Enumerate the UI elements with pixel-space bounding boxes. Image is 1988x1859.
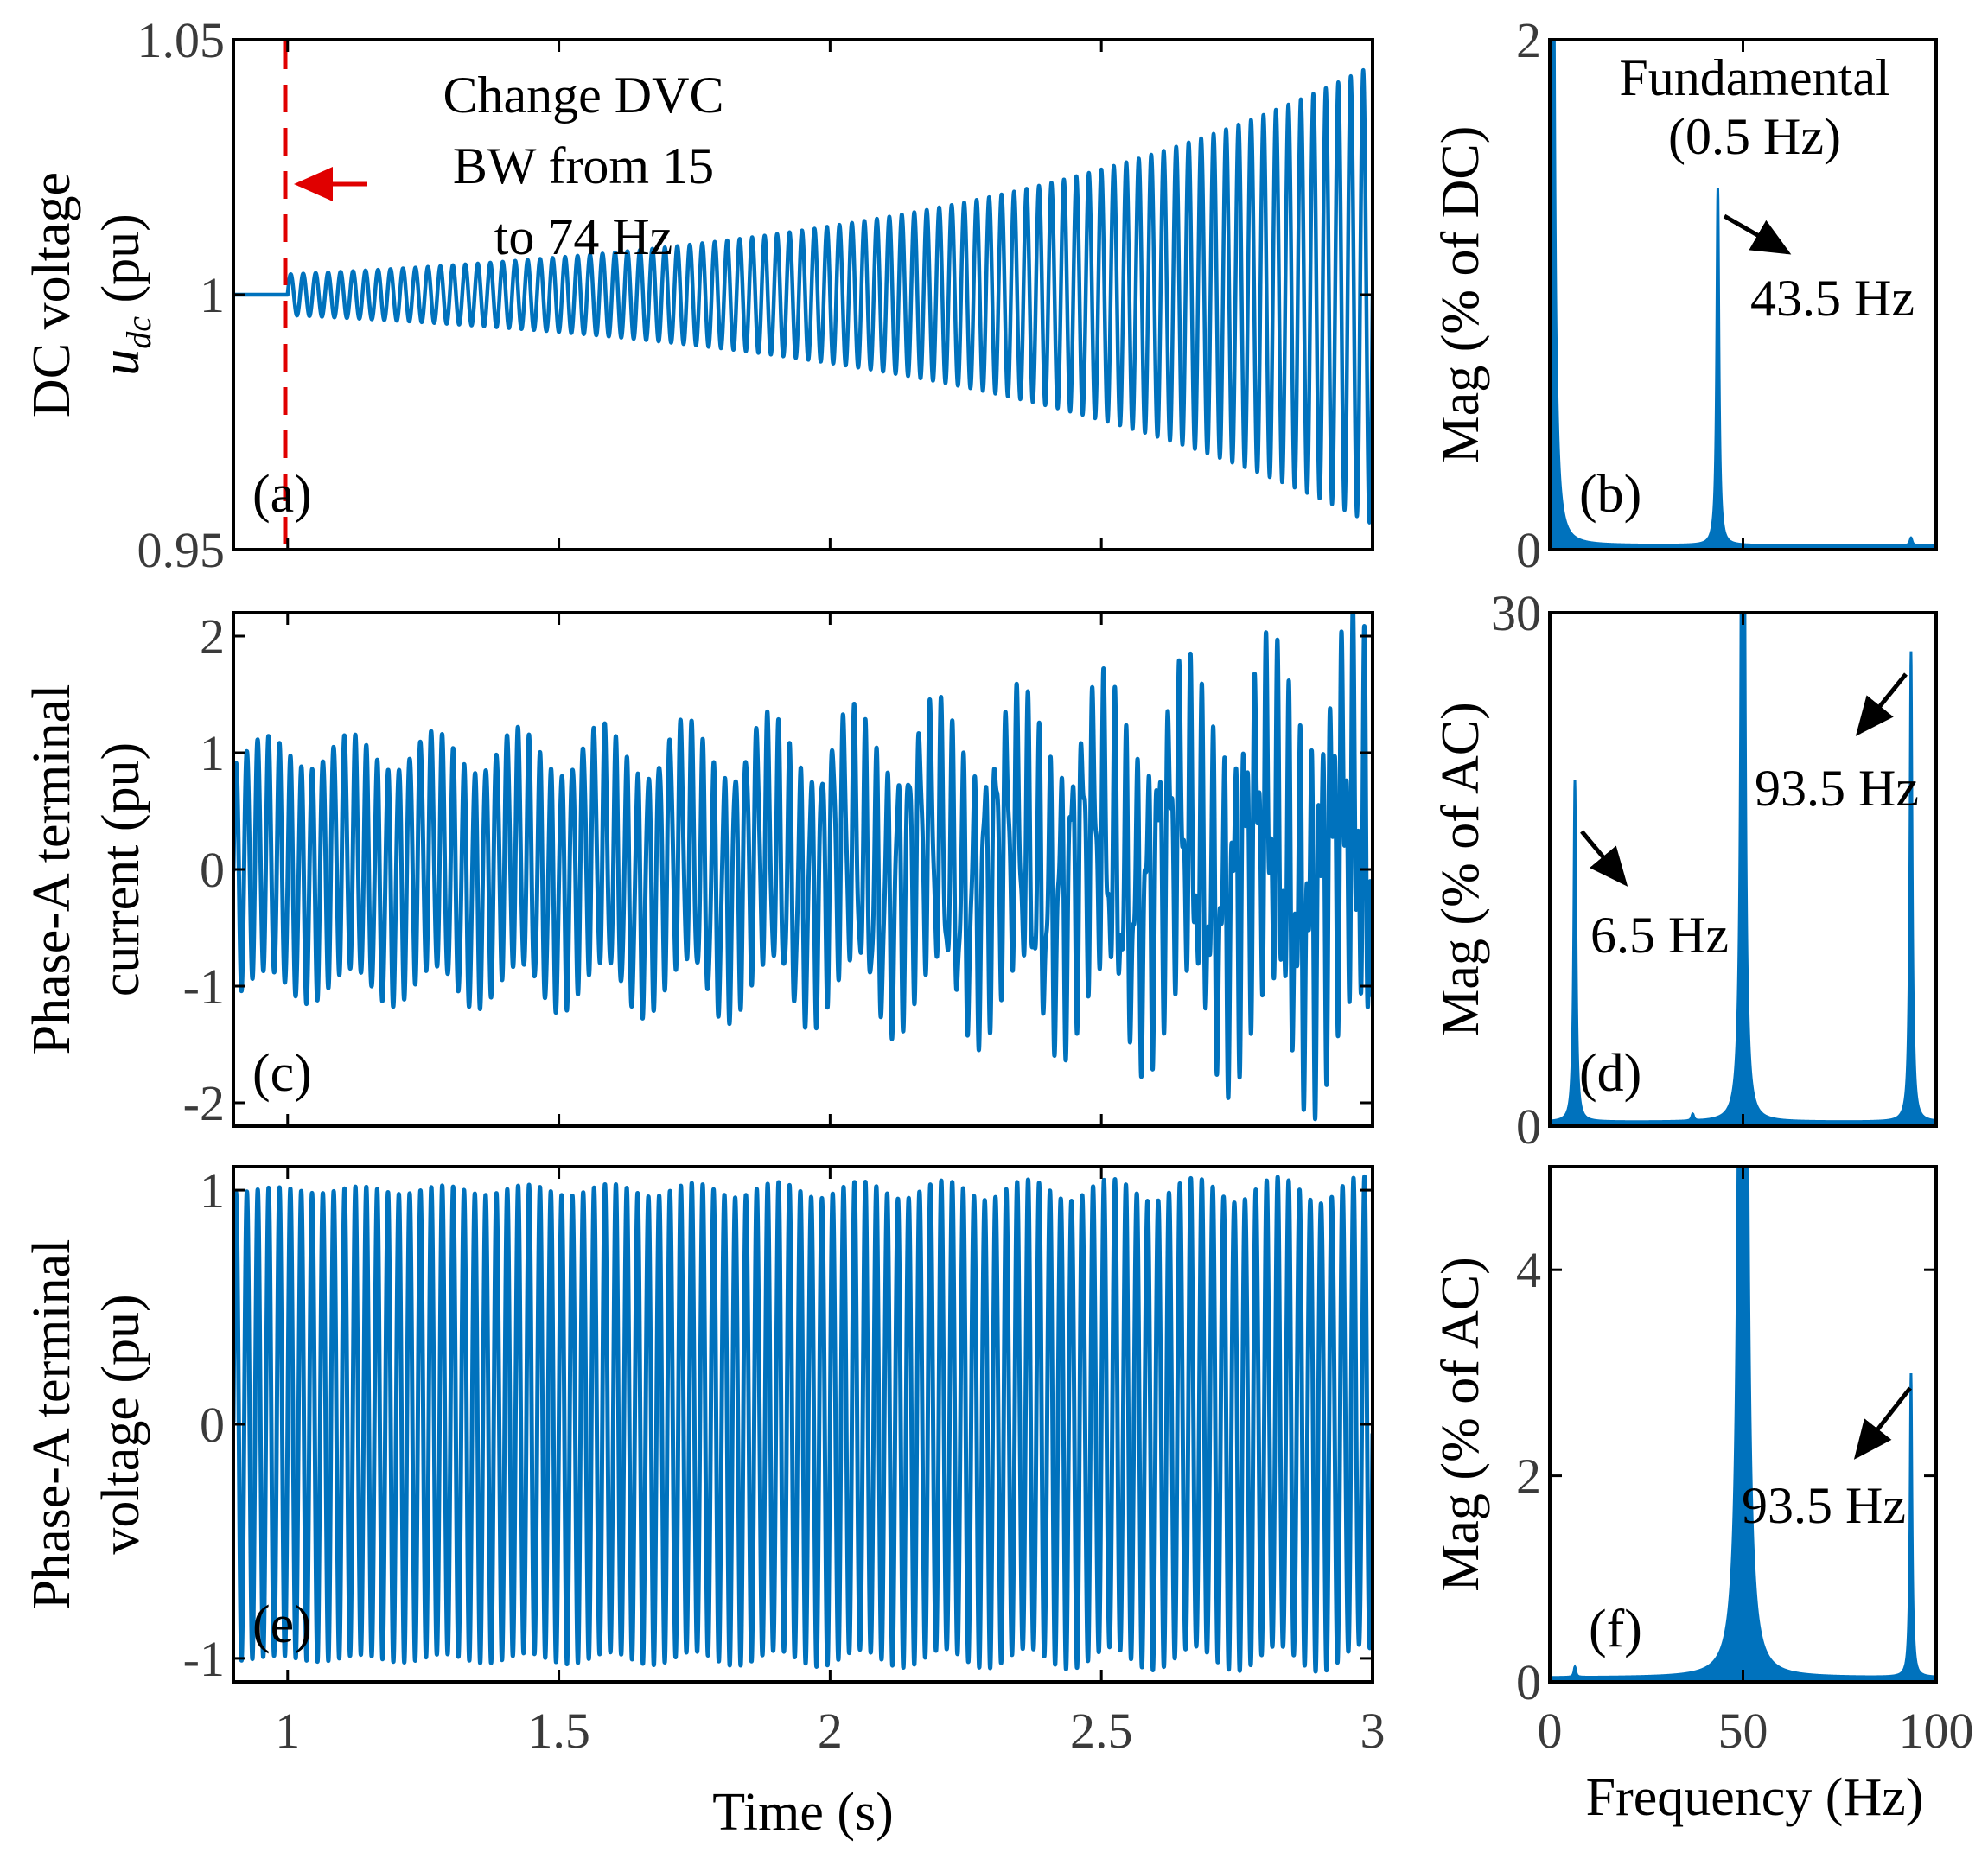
y-axis-label: Mag (% of DC) — [1431, 126, 1490, 464]
y-tick-label: 0 — [1516, 1098, 1541, 1155]
y-tick-label: 0.95 — [137, 522, 226, 578]
annotation-line: BW from 15 — [453, 137, 714, 194]
y-axis-label: voltage (pu) — [92, 1294, 150, 1554]
current-spectrum — [1550, 613, 1936, 1126]
panel-d-plot — [1550, 613, 1936, 1126]
y-axis-label: Mag (% of AC) — [1431, 1257, 1490, 1591]
panel-label: (d) — [1579, 1044, 1641, 1103]
peak-arrow — [1853, 1386, 1912, 1460]
panel-label: (c) — [252, 1044, 312, 1103]
peak-arrow — [1580, 830, 1628, 887]
y-tick-label: 2 — [1516, 1448, 1541, 1505]
y-tick-label: 2 — [1516, 12, 1541, 68]
annotation-line: (0.5 Hz) — [1668, 108, 1841, 165]
annotation-line: Fundamental — [1619, 49, 1889, 106]
y-tick-label: 1.05 — [137, 12, 226, 68]
panel-label: (b) — [1579, 465, 1641, 524]
ac-voltage-trace — [233, 1174, 1373, 1674]
voltage-spectrum — [1550, 1167, 1936, 1682]
y-tick-label: 0 — [200, 842, 225, 898]
y-tick-label: -1 — [183, 958, 225, 1015]
y-tick-label: 0 — [200, 1397, 225, 1453]
y-tick-label: 4 — [1516, 1242, 1541, 1298]
y-axis-label: DC voltage — [22, 172, 81, 417]
y-axis-subscript: dc — [119, 316, 158, 349]
y-axis-label: Phase-A terminal — [22, 684, 81, 1055]
panel-d: 0 30 6.5 Hz 93.5 Hz (d) Mag (% of AC) — [1431, 585, 1938, 1155]
peak-annotation: 43.5 Hz — [1750, 270, 1915, 327]
panel-c-ticks: -2 -1 0 1 2 — [183, 608, 1374, 1131]
panel-b-ticks: 02 — [1516, 12, 1938, 578]
ac-current-trace — [233, 613, 1373, 1122]
y-axis-label: current (pu) — [92, 742, 150, 996]
x-axis-label: Time (s) — [712, 1783, 894, 1842]
y-tick-label: 0 — [1516, 1654, 1541, 1710]
y-tick-label: 0 — [1516, 522, 1541, 578]
peak-arrow — [1723, 213, 1792, 255]
panel-c-plot — [233, 613, 1373, 1122]
panel-d-ticks: 0 30 — [1491, 585, 1938, 1155]
panel-c: -2 -1 0 1 2 (c) Phase-A terminal current (pu… — [22, 608, 1374, 1131]
peak-arrow — [1855, 672, 1908, 736]
peak-annotation: 93.5 Hz — [1742, 1477, 1906, 1534]
dc-voltage-trace — [233, 67, 1373, 525]
x-tick-label: 0 — [1538, 1703, 1563, 1759]
panel-e-plot — [233, 1174, 1373, 1674]
panel-a-plot — [233, 67, 1373, 525]
x-tick-label: 1 — [275, 1703, 300, 1759]
y-tick-label: -2 — [183, 1075, 225, 1131]
panel-a-ticks: 0.95 1 1.05 — [137, 12, 1374, 578]
panel-e: 1 1.5 2 2.5 3 -1 0 1 (e) Phase-A terminal volta… — [22, 1162, 1386, 1842]
annotation-line: to 74 Hz — [494, 208, 673, 265]
y-axis-label: udc (pu) — [92, 213, 158, 376]
y-axis-label: Phase-A terminal — [22, 1239, 81, 1610]
peak-annotation: 93.5 Hz — [1755, 760, 1919, 817]
x-axis-label: Frequency (Hz) — [1586, 1768, 1924, 1827]
y-tick-label: -1 — [183, 1631, 225, 1687]
y-tick-label: 1 — [200, 267, 225, 323]
annotation-line: Change DVC — [443, 67, 724, 124]
y-axis-symbol: u — [92, 349, 150, 376]
x-tick-label: 1.5 — [527, 1703, 590, 1759]
x-tick-label: 50 — [1718, 1703, 1768, 1759]
panel-f: 0 50 100 0 2 4 93.5 Hz (f) Mag (% of AC) Freq… — [1431, 1165, 1974, 1827]
x-tick-label: 2 — [818, 1703, 843, 1759]
panel-label: (f) — [1589, 1600, 1642, 1658]
panel-a: 0.95 1 1.05 Change DVC BW from 15 to 74 Hz… — [22, 12, 1374, 578]
panel-f-ticks: 0 50 100 0 2 4 — [1516, 1167, 1974, 1759]
panel-e-ticks: 1 1.5 2 2.5 3 -1 0 1 — [183, 1162, 1386, 1759]
y-axis-unit: (pu) — [92, 213, 150, 316]
x-tick-label: 2.5 — [1070, 1703, 1133, 1759]
y-tick-label: 30 — [1491, 585, 1541, 641]
y-tick-label: 1 — [200, 1162, 225, 1219]
y-tick-label: 2 — [200, 608, 225, 665]
panel-label: (a) — [252, 465, 312, 524]
panel-f-plot — [1550, 1167, 1936, 1682]
y-axis-label: Mag (% of AC) — [1431, 702, 1490, 1036]
x-tick-label: 3 — [1360, 1703, 1386, 1759]
x-tick-label: 100 — [1899, 1703, 1974, 1759]
y-tick-label: 1 — [200, 725, 225, 781]
panel-label: (e) — [252, 1595, 312, 1654]
peak-annotation: 6.5 Hz — [1590, 907, 1729, 964]
panel-b: 02 Fundamental (0.5 Hz) 43.5 Hz (b) Mag … — [1431, 12, 1938, 578]
